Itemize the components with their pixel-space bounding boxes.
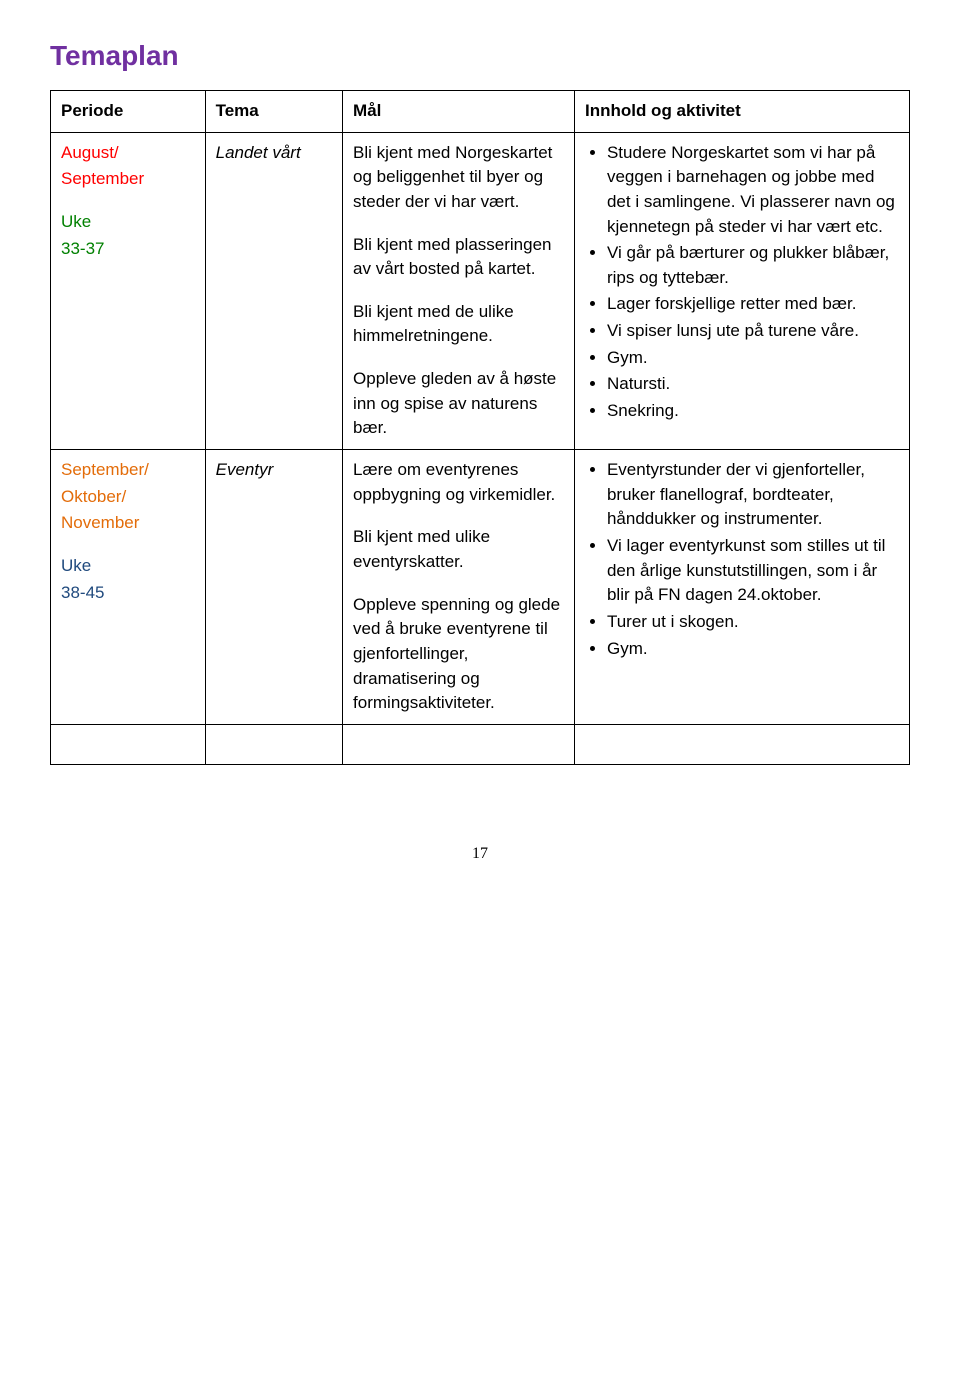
periode-uke-label: Uke [61, 554, 195, 579]
page-number: 17 [50, 845, 910, 863]
cell-mal: Lære om eventyrenes oppbygning og virkem… [343, 450, 575, 725]
list-item: Snekring. [607, 399, 899, 424]
cell-innhold: Studere Norgeskartet som vi har på vegge… [574, 132, 909, 449]
table-row: September/ Oktober/ November Uke 38-45 E… [51, 450, 910, 725]
list-item: Eventyrstunder der vi gjenforteller, bru… [607, 458, 899, 532]
temaplan-table: Periode Tema Mål Innhold og aktivitet Au… [50, 90, 910, 765]
cell-tema: Eventyr [205, 450, 342, 725]
list-item: Vi lager eventyrkunst som stilles ut til… [607, 534, 899, 608]
list-item: Gym. [607, 637, 899, 662]
list-item: Gym. [607, 346, 899, 371]
cell-innhold: Eventyrstunder der vi gjenforteller, bru… [574, 450, 909, 725]
mal-paragraph: Oppleve gleden av å høste inn og spise a… [353, 367, 564, 441]
header-innhold: Innhold og aktivitet [574, 91, 909, 133]
list-item: Studere Norgeskartet som vi har på vegge… [607, 141, 899, 240]
list-item: Vi går på bærturer og plukker blåbær, ri… [607, 241, 899, 290]
cell-periode: August/ September Uke 33-37 [51, 132, 206, 449]
innhold-list: Studere Norgeskartet som vi har på vegge… [585, 141, 899, 424]
header-mal: Mål [343, 91, 575, 133]
periode-month: November [61, 511, 195, 536]
periode-month: Oktober/ [61, 485, 195, 510]
periode-uke-value: 38-45 [61, 581, 195, 606]
periode-month: August/ [61, 141, 195, 166]
mal-paragraph: Oppleve spenning og glede ved å bruke ev… [353, 593, 564, 716]
list-item: Natursti. [607, 372, 899, 397]
mal-paragraph: Bli kjent med de ulike himmelretningene. [353, 300, 564, 349]
mal-paragraph: Lære om eventyrenes oppbygning og virkem… [353, 458, 564, 507]
table-row-empty [51, 724, 910, 764]
periode-month: September/ [61, 458, 195, 483]
mal-paragraph: Bli kjent med Norgeskartet og beliggenhe… [353, 141, 564, 215]
cell-mal: Bli kjent med Norgeskartet og beliggenhe… [343, 132, 575, 449]
table-row: August/ September Uke 33-37 Landet vårt … [51, 132, 910, 449]
periode-uke-value: 33-37 [61, 237, 195, 262]
cell-tema: Landet vårt [205, 132, 342, 449]
list-item: Turer ut i skogen. [607, 610, 899, 635]
cell-periode: September/ Oktober/ November Uke 38-45 [51, 450, 206, 725]
page-title: Temaplan [50, 40, 910, 72]
table-header-row: Periode Tema Mål Innhold og aktivitet [51, 91, 910, 133]
periode-month: September [61, 167, 195, 192]
mal-paragraph: Bli kjent med ulike eventyrskatter. [353, 525, 564, 574]
mal-paragraph: Bli kjent med plasseringen av vårt boste… [353, 233, 564, 282]
innhold-list: Eventyrstunder der vi gjenforteller, bru… [585, 458, 899, 661]
header-periode: Periode [51, 91, 206, 133]
periode-uke-label: Uke [61, 210, 195, 235]
header-tema: Tema [205, 91, 342, 133]
list-item: Vi spiser lunsj ute på turene våre. [607, 319, 899, 344]
list-item: Lager forskjellige retter med bær. [607, 292, 899, 317]
